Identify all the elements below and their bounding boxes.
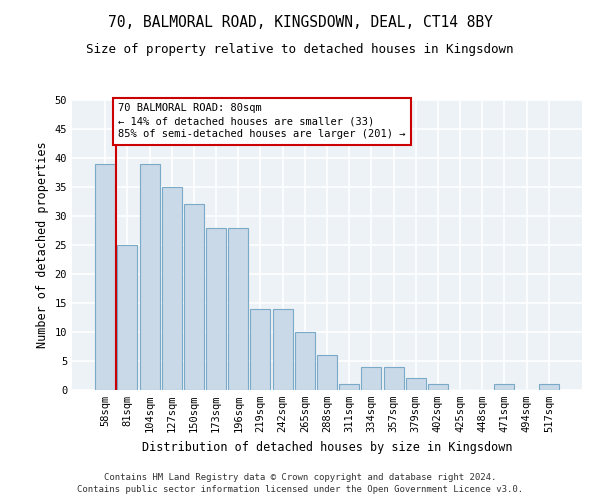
Bar (272, 309, 293, 390)
Bar (184, 204, 204, 390)
Bar (250, 309, 271, 390)
Bar (339, 384, 359, 390)
Bar (140, 164, 160, 390)
X-axis label: Distribution of detached houses by size in Kingsdown: Distribution of detached houses by size … (142, 440, 512, 454)
Bar (494, 384, 514, 390)
Bar (228, 228, 248, 390)
Text: 70, BALMORAL ROAD, KINGSDOWN, DEAL, CT14 8BY: 70, BALMORAL ROAD, KINGSDOWN, DEAL, CT14… (107, 15, 493, 30)
Text: Contains HM Land Registry data © Crown copyright and database right 2024.: Contains HM Land Registry data © Crown c… (104, 472, 496, 482)
Text: 70 BALMORAL ROAD: 80sqm
← 14% of detached houses are smaller (33)
85% of semi-de: 70 BALMORAL ROAD: 80sqm ← 14% of detache… (118, 103, 406, 140)
Bar (361, 367, 382, 390)
Bar (317, 355, 337, 390)
Bar (428, 384, 448, 390)
Bar (406, 378, 426, 390)
Text: Contains public sector information licensed under the Open Government Licence v3: Contains public sector information licen… (77, 485, 523, 494)
Bar (295, 332, 315, 390)
Y-axis label: Number of detached properties: Number of detached properties (36, 142, 49, 348)
Bar (95, 164, 115, 390)
Text: Size of property relative to detached houses in Kingsdown: Size of property relative to detached ho… (86, 42, 514, 56)
Bar (206, 228, 226, 390)
Bar (383, 367, 404, 390)
Bar (539, 384, 559, 390)
Bar (162, 187, 182, 390)
Bar (118, 245, 137, 390)
